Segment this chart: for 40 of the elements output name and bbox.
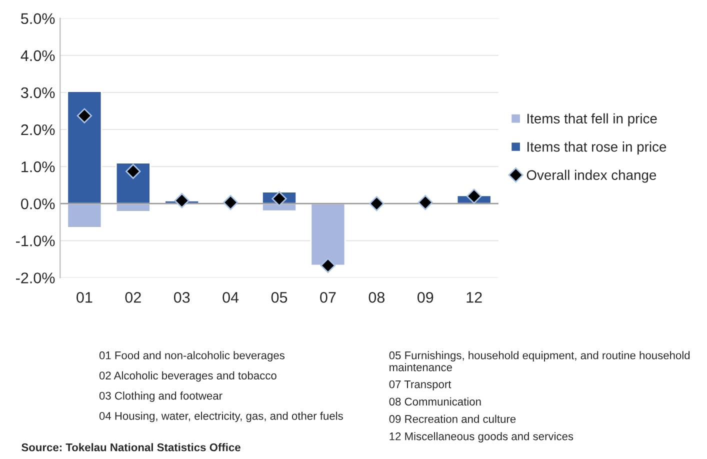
- x-tick-label: 04: [222, 292, 239, 303]
- text: 08 Communication: [389, 397, 481, 406]
- y-tick-label: -1.0%: [16, 236, 55, 246]
- text: 02 Alcoholic beverages and tobacco: [99, 371, 276, 382]
- point: [272, 191, 287, 206]
- x-tick-label: 09: [417, 292, 434, 303]
- legend-label: Items that rose in price: [527, 142, 666, 154]
- y-tick-label: 1.0%: [22, 161, 55, 172]
- point: [126, 164, 141, 179]
- y-tick-label: -2.0%: [16, 272, 55, 284]
- text: 05 Furnishings, household equipment, and routine household maintenance: [389, 351, 690, 372]
- point: [466, 188, 482, 204]
- y-tick-label: 4.0%: [20, 50, 55, 62]
- point: [76, 108, 92, 124]
- y-tick-label: 2.0%: [21, 124, 55, 136]
- point: [369, 196, 384, 212]
- x-tick-label: 03: [174, 292, 190, 303]
- point: [174, 193, 190, 208]
- x-tick-label: 02: [125, 292, 141, 303]
- x-tick-label: 01: [76, 292, 92, 303]
- x-tick-label: 05: [271, 292, 288, 303]
- point: [320, 258, 336, 274]
- point: [418, 194, 433, 210]
- legend-label: Overall index change: [526, 170, 656, 183]
- y-tick-label: 0.0%: [21, 198, 55, 210]
- text: 12 Miscellaneous goods and services: [390, 432, 574, 442]
- text: 03 Clothing and footwear: [99, 392, 222, 402]
- y-tick-label: 5.0%: [21, 13, 55, 24]
- text: 01 Food and non-alcoholic beverages: [99, 351, 285, 362]
- y-tick-label: 3.0%: [20, 87, 55, 98]
- x-tick-label: 12: [466, 292, 482, 303]
- point: [222, 194, 238, 210]
- x-tick-label: 08: [368, 292, 385, 303]
- text: 04 Housing, water, electricity, gas, and other fuels: [99, 412, 343, 422]
- text: 09 Recreation and culture: [389, 414, 516, 423]
- bar: [310, 202, 346, 266]
- x-tick-label: 07: [320, 292, 336, 303]
- legend-label: Items that fell in price: [527, 113, 657, 126]
- source-note: Source: Tokelau National Statistics Office: [22, 443, 240, 452]
- text: 07 Transport: [389, 380, 452, 390]
